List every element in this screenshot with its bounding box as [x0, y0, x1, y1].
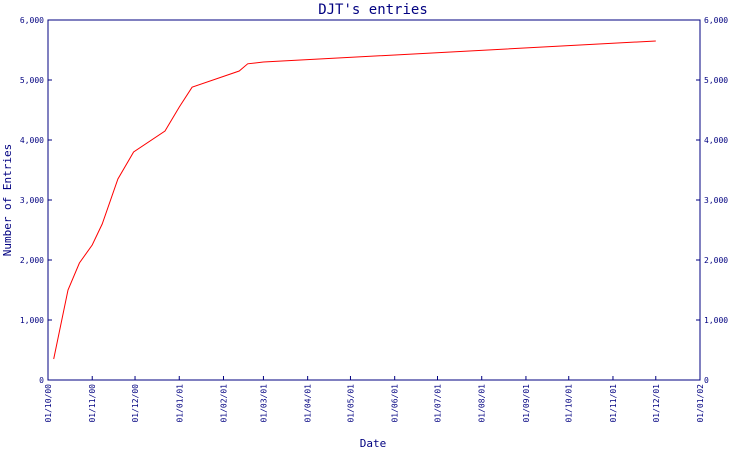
x-tick-label: 01/11/00 — [88, 384, 97, 423]
y-tick-label-left: 0 — [39, 376, 44, 385]
x-tick-label: 01/01/02 — [696, 384, 705, 423]
x-tick-label: 01/03/01 — [259, 384, 268, 423]
x-tick-label: 01/07/01 — [433, 384, 442, 423]
x-tick-label: 01/06/01 — [391, 384, 400, 423]
x-tick-label: 01/10/00 — [44, 384, 53, 423]
x-tick-label: 01/12/01 — [652, 384, 661, 423]
x-axis-label: Date — [360, 437, 387, 450]
y-tick-label-right: 2,000 — [704, 256, 728, 265]
y-tick-label-right: 0 — [704, 376, 709, 385]
x-tick-label: 01/10/01 — [565, 384, 574, 423]
plot-frame — [47, 19, 701, 381]
y-axis-right: 0 1,000 2,000 3,000 4,000 5,000 6,000 — [696, 16, 728, 385]
x-tick-label: 01/08/01 — [478, 384, 487, 423]
y-tick-label-right: 5,000 — [704, 76, 728, 85]
x-tick-label: 01/12/00 — [131, 384, 140, 423]
y-tick-label-right: 3,000 — [704, 196, 728, 205]
chart-title: DJT's entries — [318, 2, 428, 18]
x-tick-label: 01/04/01 — [304, 384, 313, 423]
y-tick-label-right: 1,000 — [704, 316, 728, 325]
x-tick-label: 01/05/01 — [346, 384, 355, 423]
x-axis: 01/10/00 01/11/00 01/12/00 01/01/01 01/02/01… — [44, 376, 705, 423]
x-tick-label: 01/02/01 — [219, 384, 228, 423]
y-tick-label-left: 3,000 — [20, 196, 44, 205]
y-tick-label-left: 1,000 — [20, 316, 44, 325]
x-tick-label: 01/11/01 — [609, 384, 618, 423]
x-tick-label: 01/09/01 — [522, 384, 531, 423]
y-tick-label-left: 5,000 — [20, 76, 44, 85]
y-axis-label: Number of Entries — [1, 144, 14, 257]
x-tick-label: 01/01/01 — [175, 384, 184, 423]
y-tick-label-left: 6,000 — [20, 16, 44, 25]
series-line — [53, 40, 656, 360]
y-tick-label-left: 2,000 — [20, 256, 44, 265]
y-axis-left: 0 1,000 2,000 3,000 4,000 5,000 6,000 — [20, 16, 52, 385]
y-tick-label-right: 6,000 — [704, 16, 728, 25]
y-tick-label-right: 4,000 — [704, 136, 728, 145]
y-tick-label-left: 4,000 — [20, 136, 44, 145]
